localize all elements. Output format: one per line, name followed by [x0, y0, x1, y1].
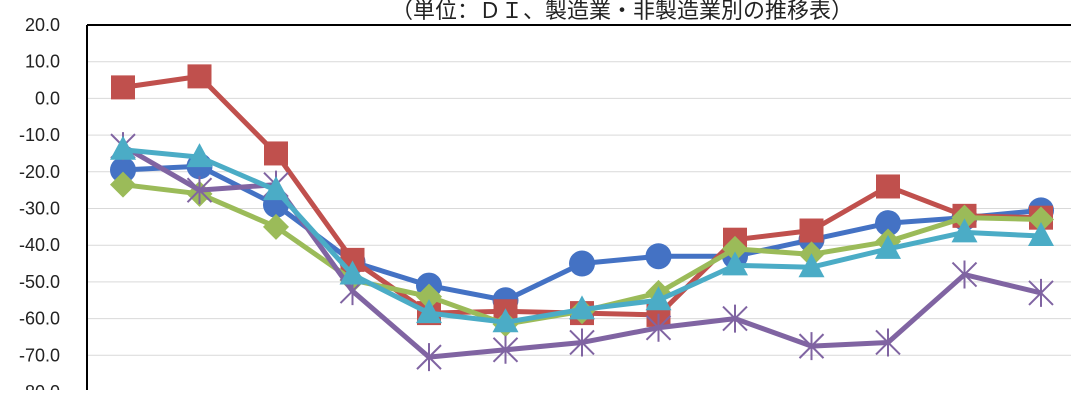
y-tick-label: -20.0 — [19, 162, 60, 182]
data-point — [263, 213, 289, 240]
y-tick-label: -30.0 — [19, 199, 60, 219]
data-point — [799, 218, 824, 243]
data-point — [186, 176, 213, 205]
y-tick-label: -10.0 — [19, 125, 60, 145]
y-tick-label: -60.0 — [19, 309, 60, 329]
data-point — [722, 304, 748, 333]
data-point — [110, 156, 136, 183]
data-point — [110, 171, 136, 198]
data-point — [569, 328, 595, 357]
data-point — [645, 313, 672, 342]
data-point — [951, 260, 978, 289]
chart-title: （単位：ＤＩ、製造業・非製造業別の推移表） — [391, 0, 853, 23]
data-point — [876, 174, 900, 199]
data-point — [722, 235, 748, 262]
data-point — [722, 251, 748, 276]
data-point — [798, 332, 825, 361]
data-point — [645, 286, 672, 311]
data-point — [492, 335, 519, 364]
data-point — [951, 204, 978, 231]
data-point — [1028, 206, 1054, 233]
title-layer: （単位：ＤＩ、製造業・非製造業別の推移表） — [391, 0, 853, 23]
data-point — [875, 210, 901, 237]
series-lines — [110, 64, 1054, 372]
y-tick-label: 10.0 — [25, 52, 60, 72]
data-point — [186, 143, 213, 168]
data-point — [569, 250, 595, 277]
data-point — [187, 64, 212, 89]
data-point — [798, 253, 825, 278]
data-point — [111, 75, 135, 100]
data-point — [1028, 222, 1054, 247]
series-5 — [110, 135, 1054, 333]
data-point — [569, 295, 595, 320]
axes — [86, 24, 1071, 390]
data-point — [416, 299, 442, 324]
y-tick-label: -40.0 — [19, 235, 60, 255]
data-point — [263, 176, 289, 201]
data-point — [110, 135, 136, 160]
data-point — [645, 243, 672, 270]
data-point — [339, 260, 366, 285]
y-tick-label: -50.0 — [19, 272, 60, 292]
data-point — [492, 308, 519, 333]
data-point — [875, 328, 901, 357]
y-tick-label: 0.0 — [35, 88, 60, 108]
data-point — [416, 343, 442, 372]
data-point — [264, 141, 288, 166]
data-point — [1028, 278, 1054, 307]
data-point — [951, 218, 978, 243]
y-tick-label: 20.0 — [25, 15, 60, 35]
data-point — [416, 283, 442, 310]
y-tick-label: -80.0 — [19, 382, 60, 390]
y-tick-labels: 20.0 10.0 0.0 -10.0 -20.0 -30.0 -40.0 -50.0 -60.… — [19, 15, 60, 395]
data-point — [875, 234, 901, 259]
y-tick-label: -70.0 — [19, 345, 60, 365]
